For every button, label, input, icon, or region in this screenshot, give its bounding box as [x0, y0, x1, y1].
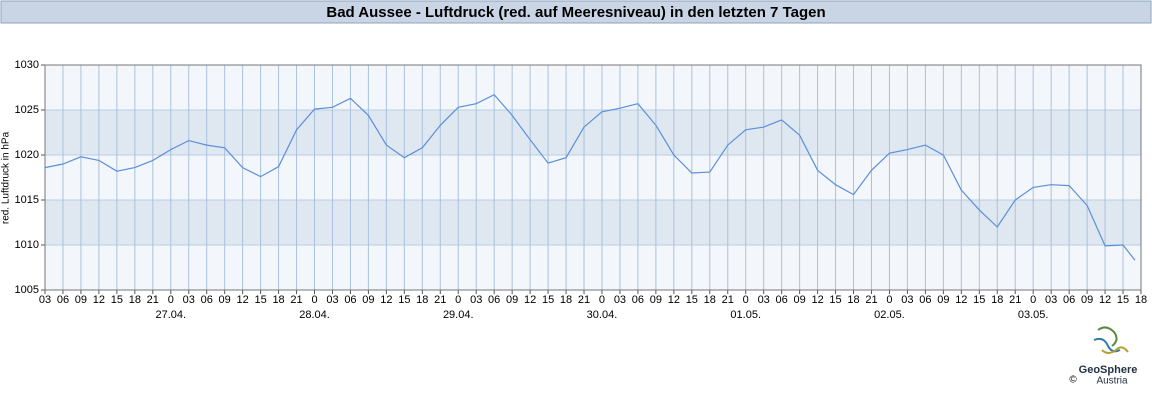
- grid-band: [45, 200, 1141, 245]
- x-tick-label: 15: [1117, 294, 1129, 306]
- x-tick-label: 09: [75, 294, 87, 306]
- y-axis-label: red. Luftdruck in hPa: [1, 131, 12, 224]
- day-label: 28.04.: [299, 309, 330, 321]
- x-tick-label: 0: [455, 294, 461, 306]
- plot-frame: [44, 64, 1142, 291]
- copyright: ©: [1069, 375, 1077, 386]
- logo-country: Austria: [1096, 376, 1128, 387]
- x-tick-label: 18: [1135, 294, 1147, 306]
- x-tick-label: 03: [470, 294, 482, 306]
- x-tick-label: 12: [811, 294, 823, 306]
- x-tick-label: 12: [1099, 294, 1111, 306]
- y-tick-label: 1025: [15, 104, 39, 116]
- grid-band: [45, 245, 1141, 290]
- x-tick-label: 09: [1081, 294, 1093, 306]
- x-tick-label: 06: [57, 294, 69, 306]
- x-tick-label: 15: [254, 294, 266, 306]
- y-tick-label: 1030: [15, 59, 39, 71]
- plot-area: [44, 64, 1142, 291]
- x-tick-label: 03: [901, 294, 913, 306]
- x-tick-label: 21: [434, 294, 446, 306]
- x-tick-label: 09: [937, 294, 949, 306]
- x-tick-label: 06: [919, 294, 931, 306]
- x-tick-label: 15: [829, 294, 841, 306]
- x-tick-label: 09: [506, 294, 518, 306]
- x-tick-label: 15: [111, 294, 123, 306]
- x-tick-label: 18: [129, 294, 141, 306]
- x-tick-label: 09: [793, 294, 805, 306]
- grid-band: [45, 65, 1141, 110]
- day-label: 03.05.: [1018, 309, 1049, 321]
- x-tick-label: 03: [39, 294, 51, 306]
- x-tick-label: 18: [272, 294, 284, 306]
- x-tick-label: 12: [93, 294, 105, 306]
- x-tick-label: 12: [524, 294, 536, 306]
- x-tick-label: 18: [416, 294, 428, 306]
- x-tick-label: 0: [886, 294, 892, 306]
- x-tick-label: 03: [614, 294, 626, 306]
- day-label: 30.04.: [587, 309, 618, 321]
- x-tick-label: 06: [201, 294, 213, 306]
- chart-title: Bad Aussee - Luftdruck (red. auf Meeresn…: [326, 4, 825, 21]
- x-tick-label: 09: [650, 294, 662, 306]
- x-tick-label: 03: [1045, 294, 1057, 306]
- x-tick-label: 0: [311, 294, 317, 306]
- x-tick-label: 03: [183, 294, 195, 306]
- x-tick-label: 0: [1030, 294, 1036, 306]
- x-tick-label: 15: [398, 294, 410, 306]
- x-tick-label: 18: [560, 294, 572, 306]
- x-tick-label: 06: [488, 294, 500, 306]
- x-tick-label: 0: [743, 294, 749, 306]
- x-tick-label: 09: [219, 294, 231, 306]
- x-tick-label: 12: [668, 294, 680, 306]
- x-tick-label: 12: [380, 294, 392, 306]
- x-tick-label: 06: [632, 294, 644, 306]
- x-tick-label: 15: [686, 294, 698, 306]
- x-tick-label: 0: [168, 294, 174, 306]
- x-tick-label: 21: [1009, 294, 1021, 306]
- x-tick-label: 06: [1063, 294, 1075, 306]
- x-tick-label: 21: [147, 294, 159, 306]
- x-tick-label: 06: [344, 294, 356, 306]
- day-label: 29.04.: [443, 309, 474, 321]
- grid-band: [45, 110, 1141, 155]
- x-tick-label: 03: [326, 294, 338, 306]
- x-tick-label: 21: [722, 294, 734, 306]
- x-tick-label: 06: [776, 294, 788, 306]
- title-bar: [0, 0, 1152, 24]
- logo-name: GeoSphere: [1079, 364, 1138, 376]
- y-tick-label: 1010: [15, 239, 39, 251]
- x-tick-label: 18: [704, 294, 716, 306]
- grid-band: [45, 155, 1141, 200]
- x-tick-label: 12: [237, 294, 249, 306]
- x-tick-label: 15: [542, 294, 554, 306]
- x-tick-label: 21: [290, 294, 302, 306]
- y-tick-label: 1005: [15, 284, 39, 296]
- day-label: 27.04.: [155, 309, 186, 321]
- pressure-line: [44, 93, 1136, 261]
- day-label: 02.05.: [874, 309, 905, 321]
- x-tick-label: 12: [955, 294, 967, 306]
- y-tick-label: 1015: [15, 194, 39, 206]
- x-tick-label: 21: [578, 294, 590, 306]
- x-tick-label: 18: [991, 294, 1003, 306]
- y-tick-label: 1020: [15, 149, 39, 161]
- day-label: 01.05.: [730, 309, 761, 321]
- x-tick-label: 18: [847, 294, 859, 306]
- x-tick-label: 09: [362, 294, 374, 306]
- logo-graphic: [1093, 326, 1129, 354]
- x-tick-label: 21: [865, 294, 877, 306]
- x-tick-label: 0: [599, 294, 605, 306]
- x-tick-label: 15: [973, 294, 985, 306]
- x-tick-label: 03: [758, 294, 770, 306]
